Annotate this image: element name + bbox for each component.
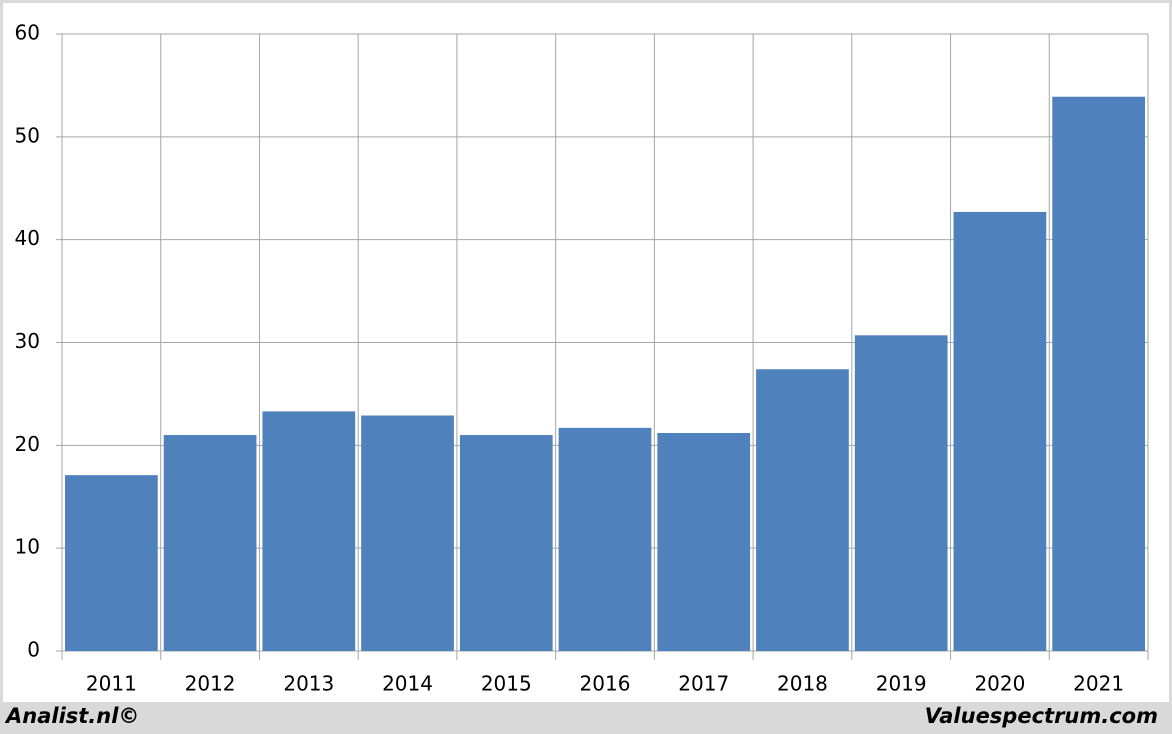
bar [953, 211, 1047, 651]
x-tick-label: 2015 [481, 672, 532, 696]
bar [262, 411, 356, 651]
bar [756, 369, 849, 651]
bar [65, 475, 158, 651]
bar [1052, 96, 1145, 651]
y-tick-label: 0 [27, 638, 40, 662]
bar [459, 435, 553, 651]
x-tick-label: 2014 [382, 672, 433, 696]
x-tick-label: 2016 [580, 672, 631, 696]
bar [361, 415, 454, 651]
bar [854, 335, 948, 651]
x-tick-label: 2013 [283, 672, 334, 696]
x-tick-label: 2017 [678, 672, 729, 696]
x-tick-label: 2019 [876, 672, 927, 696]
y-tick-label: 10 [15, 535, 40, 559]
y-tick-label: 40 [15, 226, 40, 250]
bar [657, 432, 751, 651]
x-tick-label: 2020 [974, 672, 1025, 696]
credit-left: Analist.nl© [4, 704, 139, 728]
y-tick-label: 60 [15, 21, 40, 45]
x-tick-label: 2012 [185, 672, 236, 696]
y-tick-label: 50 [15, 123, 40, 147]
x-tick-label: 2021 [1073, 672, 1124, 696]
bar [163, 435, 257, 651]
credit-right: Valuespectrum.com [925, 704, 1158, 728]
x-tick-label: 2018 [777, 672, 828, 696]
y-tick-label: 20 [15, 432, 40, 456]
bar [558, 427, 652, 651]
x-tick-label: 2011 [86, 672, 137, 696]
y-tick-label: 30 [15, 329, 40, 353]
